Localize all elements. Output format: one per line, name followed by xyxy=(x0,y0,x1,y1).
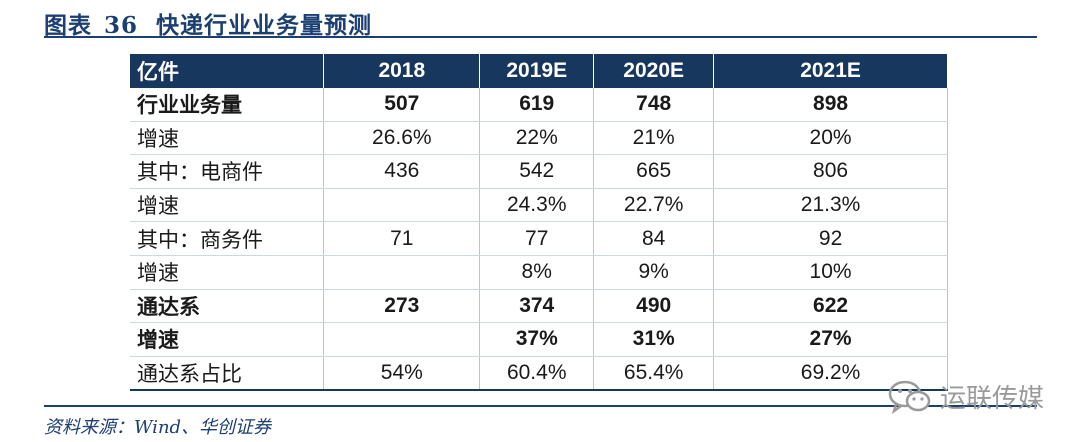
row-label: 通达系占比 xyxy=(130,356,325,392)
watermark: 运联传媒 xyxy=(888,378,1044,415)
table-cell xyxy=(323,322,481,357)
table-cell: 21.3% xyxy=(713,188,948,223)
table-cell: 65.4% xyxy=(593,356,715,392)
table-cell: 622 xyxy=(713,289,948,324)
table-cell: 898 xyxy=(713,88,948,122)
table-cell: 748 xyxy=(593,88,715,122)
table-cell: 436 xyxy=(323,154,481,189)
watermark-text: 运联传媒 xyxy=(940,383,1045,413)
table-cell: 665 xyxy=(593,154,715,189)
row-label: 增速 xyxy=(130,188,325,223)
figure-label: 图表 xyxy=(44,12,92,39)
table-cell: 21% xyxy=(593,121,715,156)
top-divider xyxy=(44,36,1037,38)
forecast-table: 亿件 2018 2019E 2020E 2021E 行业业务量 507 619 748… xyxy=(130,54,948,392)
table-row: 增速 8% 9% 10% xyxy=(130,255,948,290)
table-row: 通达系 273 374 490 622 xyxy=(130,289,948,324)
table-cell: 507 xyxy=(323,88,481,122)
table-cell: 54% xyxy=(323,356,481,392)
header-2018: 2018 xyxy=(323,54,481,88)
table-cell: 374 xyxy=(479,289,595,324)
table-cell: 22.7% xyxy=(593,188,715,223)
table-cell: 60.4% xyxy=(479,356,595,392)
table-cell: 31% xyxy=(593,322,715,357)
table-cell: 27% xyxy=(713,322,948,357)
table-cell: 77 xyxy=(479,221,595,256)
table-cell: 92 xyxy=(713,221,948,256)
table-cell: 20% xyxy=(713,121,948,156)
table-cell: 22% xyxy=(479,121,595,156)
table-cell: 542 xyxy=(479,154,595,189)
table-cell: 26.6% xyxy=(323,121,481,156)
row-label: 行业业务量 xyxy=(130,88,325,122)
figure-title-text: 快递行业业务量预测 xyxy=(156,12,373,39)
row-label: 增速 xyxy=(130,322,325,357)
table-cell: 24.3% xyxy=(479,188,595,223)
header-2019e: 2019E xyxy=(479,54,595,88)
table-cell: 9% xyxy=(593,255,715,290)
row-label: 增速 xyxy=(130,121,325,156)
table-row: 增速 26.6% 22% 21% 20% xyxy=(130,121,948,156)
table-row: 增速 37% 31% 27% xyxy=(130,322,948,357)
row-label: 增速 xyxy=(130,255,325,290)
row-label: 其中：商务件 xyxy=(130,221,325,256)
row-label: 其中：电商件 xyxy=(130,154,325,189)
table-row: 行业业务量 507 619 748 898 xyxy=(130,88,948,122)
table-cell xyxy=(323,255,481,290)
table-cell: 69.2% xyxy=(713,356,948,392)
table-cell: 8% xyxy=(479,255,595,290)
table-row: 其中：电商件 436 542 665 806 xyxy=(130,154,948,189)
source-note: 资料来源：Wind、华创证券 xyxy=(44,417,272,438)
table-row: 其中：商务件 71 77 84 92 xyxy=(130,221,948,256)
header-2021e: 2021E xyxy=(713,54,948,88)
table-cell: 619 xyxy=(479,88,595,122)
table-row: 增速 24.3% 22.7% 21.3% xyxy=(130,188,948,223)
table-row: 通达系占比 54% 60.4% 65.4% 69.2% xyxy=(130,356,948,392)
header-2020e: 2020E xyxy=(593,54,715,88)
table-cell: 273 xyxy=(323,289,481,324)
table-cell: 490 xyxy=(593,289,715,324)
header-unit: 亿件 xyxy=(130,54,325,88)
table-cell: 37% xyxy=(479,322,595,357)
figure-number: 36 xyxy=(104,12,139,39)
bottom-divider xyxy=(44,405,1037,407)
table-cell xyxy=(323,188,481,223)
wechat-icon xyxy=(888,379,932,415)
figure-title: 图表 36 快递行业业务量预测 xyxy=(44,6,372,40)
table-cell: 84 xyxy=(593,221,715,256)
table-cell: 10% xyxy=(713,255,948,290)
table-cell: 71 xyxy=(323,221,481,256)
table-cell: 806 xyxy=(713,154,948,189)
table-header-row: 亿件 2018 2019E 2020E 2021E xyxy=(130,54,948,88)
row-label: 通达系 xyxy=(130,289,325,324)
